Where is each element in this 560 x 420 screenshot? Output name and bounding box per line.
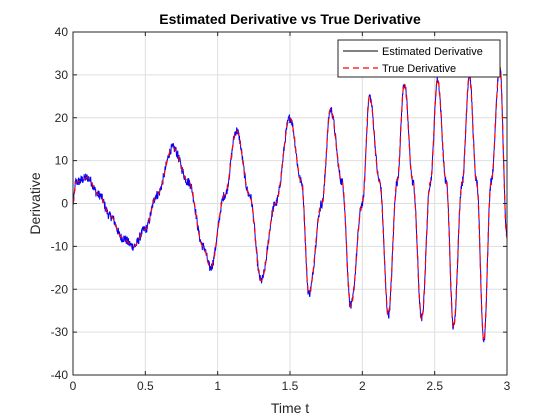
series-layer: [73, 63, 507, 343]
x-tick-label: 1.5: [282, 379, 299, 393]
x-tick-label: 2.5: [426, 379, 443, 393]
plot-area[interactable]: [72, 31, 508, 376]
legend-label-estimated: Estimated Derivative: [382, 46, 483, 58]
legend-box: [337, 39, 501, 78]
y-tick-labels: -40 -30 -20 -10 0 10 20 30 40: [51, 25, 69, 382]
legend[interactable]: Estimated Derivative True Derivative: [337, 39, 501, 78]
y-tick-label: 0: [61, 197, 68, 211]
x-tick-label: 0: [70, 379, 77, 393]
y-axis-label: Derivative: [27, 172, 43, 234]
x-tick-label: 2: [359, 379, 366, 393]
legend-label-true: True Derivative: [382, 63, 456, 75]
chart-title: Estimated Derivative vs True Derivative: [159, 11, 421, 27]
y-tick-label: -10: [51, 239, 69, 253]
x-axis-label: Time t: [271, 400, 309, 416]
y-tick-label: -30: [51, 325, 69, 339]
x-tick-label: 1: [214, 379, 221, 393]
x-tick-labels: 0 0.5 1 1.5 2 2.5 3: [70, 379, 511, 393]
series-line-true: [73, 65, 507, 342]
x-tick-label: 3: [504, 379, 511, 393]
y-tick-label: 40: [55, 25, 69, 39]
y-tick-label: 30: [55, 68, 69, 82]
y-tick-label: -20: [51, 282, 69, 296]
x-tick-label: 0.5: [137, 379, 154, 393]
y-tick-label: -40: [51, 368, 69, 382]
y-tick-label: 10: [55, 154, 69, 168]
y-tick-label: 20: [55, 111, 69, 125]
tick-marks: [72, 31, 508, 376]
